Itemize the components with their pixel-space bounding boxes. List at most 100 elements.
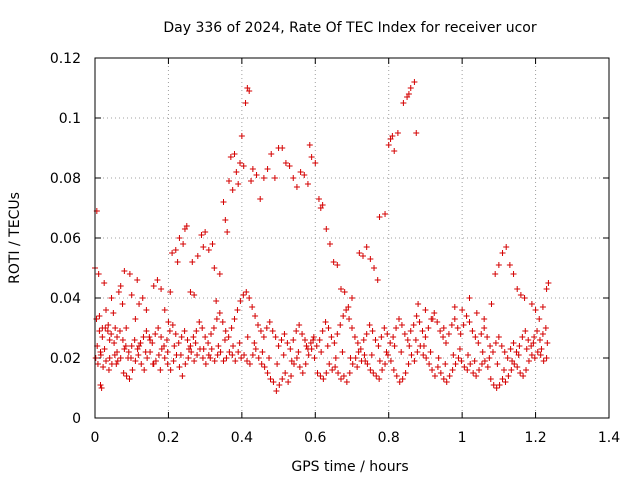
data-point [205,247,212,253]
data-point [498,343,505,349]
data-point [123,325,130,331]
data-point [481,316,488,322]
data-point [196,319,203,325]
data-point [249,166,256,172]
data-point [230,343,237,349]
data-point [152,331,159,337]
data-point [401,331,408,337]
data-point [352,355,359,361]
data-point [194,253,201,259]
data-point [412,337,419,343]
data-point [104,328,111,334]
data-point [222,217,229,223]
data-point [488,301,495,307]
data-point [255,355,262,361]
data-point [473,373,480,379]
data-point [199,325,206,331]
data-point [459,307,466,313]
data-point [198,232,205,238]
data-point [544,340,551,346]
data-point [328,334,335,340]
data-point [429,367,436,373]
data-point [134,277,141,283]
data-point [275,343,282,349]
data-point [426,361,433,367]
data-point [136,301,143,307]
data-point [167,367,174,373]
data-point [455,355,462,361]
data-point [545,280,552,286]
data-point [98,385,105,391]
data-point [308,154,315,160]
data-point [135,352,142,358]
data-point [293,184,300,190]
data-point [520,373,527,379]
data-point [115,289,122,295]
data-point [96,313,103,319]
data-point [143,328,150,334]
data-point [384,331,391,337]
data-point [303,343,310,349]
data-point [101,346,108,352]
data-point [194,352,201,358]
data-point [184,337,191,343]
data-point [431,373,438,379]
data-point [105,367,112,373]
data-point [473,310,480,316]
data-point [114,358,121,364]
data-point [319,202,326,208]
data-point [484,364,491,370]
data-point [112,325,119,331]
data-point [514,286,521,292]
data-point [226,178,233,184]
data-point [142,349,149,355]
data-point [150,283,157,289]
data-point [105,322,112,328]
data-point [123,373,130,379]
data-point [251,340,258,346]
data-point [322,319,329,325]
data-point [273,388,280,394]
data-point [132,358,139,364]
data-point [317,373,324,379]
data-point [499,250,506,256]
data-point [144,355,151,361]
data-point [349,325,355,331]
data-point [252,346,259,352]
data-point [458,358,465,364]
data-point [346,370,353,376]
data-point [366,322,373,328]
data-point [528,352,535,358]
data-point [302,361,309,367]
chart-title: Day 336 of 2024, Rate Of TEC Index for r… [163,20,537,36]
data-point [141,367,148,373]
data-point [469,328,476,334]
data-point [354,340,361,346]
data-point [440,376,447,382]
data-point [259,349,266,355]
data-point [492,340,499,346]
y-tick-label: 0 [72,411,81,427]
data-point [505,373,512,379]
data-point [211,358,218,364]
data-point [506,262,513,268]
data-point [128,343,135,349]
data-point [539,304,546,310]
data-point [202,361,209,367]
data-point [229,187,236,193]
data-point [238,133,245,139]
data-point [127,355,134,361]
data-point [422,307,429,313]
data-point [282,370,289,376]
data-point [190,334,197,340]
data-point [169,322,176,328]
data-point [174,259,181,265]
data-point [337,322,344,328]
data-point [410,322,417,328]
data-point [434,364,441,370]
data-point [297,169,304,175]
data-point [240,292,247,298]
data-point [332,355,339,361]
data-point [92,355,99,361]
data-point [200,244,207,250]
